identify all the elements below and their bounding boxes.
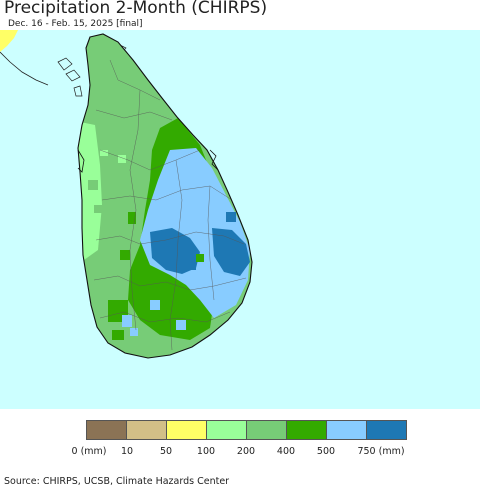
map-title: Precipitation 2-Month (CHIRPS) <box>4 0 268 18</box>
map-frame <box>0 30 480 409</box>
india-coast-land <box>0 30 18 52</box>
trincomalee-coast <box>209 149 219 171</box>
legend-label-3: 100 <box>196 446 216 457</box>
source-credit: Source: CHIRPS, UCSB, Climate Hazards Ce… <box>4 476 230 487</box>
legend-label-2: 50 <box>159 446 173 457</box>
legend-label-5: 400 <box>276 446 296 457</box>
legend-swatch-6 <box>327 421 367 439</box>
india-coast-outline <box>0 51 49 86</box>
legend-label-0: 0 (mm) <box>71 446 107 457</box>
legend-swatch-3 <box>207 421 247 439</box>
legend-swatch-1 <box>127 421 167 439</box>
sri-lanka-coastline <box>77 33 253 359</box>
legend-swatch-7 <box>367 421 406 439</box>
puttalam-lagoon <box>77 149 85 173</box>
map-subtitle: Dec. 16 - Feb. 15, 2025 [final] <box>8 19 143 29</box>
legend-swatch-0 <box>87 421 127 439</box>
legend-bar <box>86 420 407 440</box>
legend-swatch-2 <box>167 421 207 439</box>
legend-label-1: 10 <box>120 446 134 457</box>
legend-labels: 0 (mm) 10 50 100 200 400 500 750 (mm) <box>0 446 480 460</box>
legend-label-4: 200 <box>236 446 256 457</box>
legend-swatch-4 <box>247 421 287 439</box>
legend-label-6: 500 <box>316 446 336 457</box>
legend-label-7: 750 (mm) <box>357 446 405 457</box>
district-boundaries <box>93 59 247 351</box>
legend-swatch-5 <box>287 421 327 439</box>
sri-lanka-precip-field <box>78 34 252 358</box>
map-svg <box>0 30 480 409</box>
